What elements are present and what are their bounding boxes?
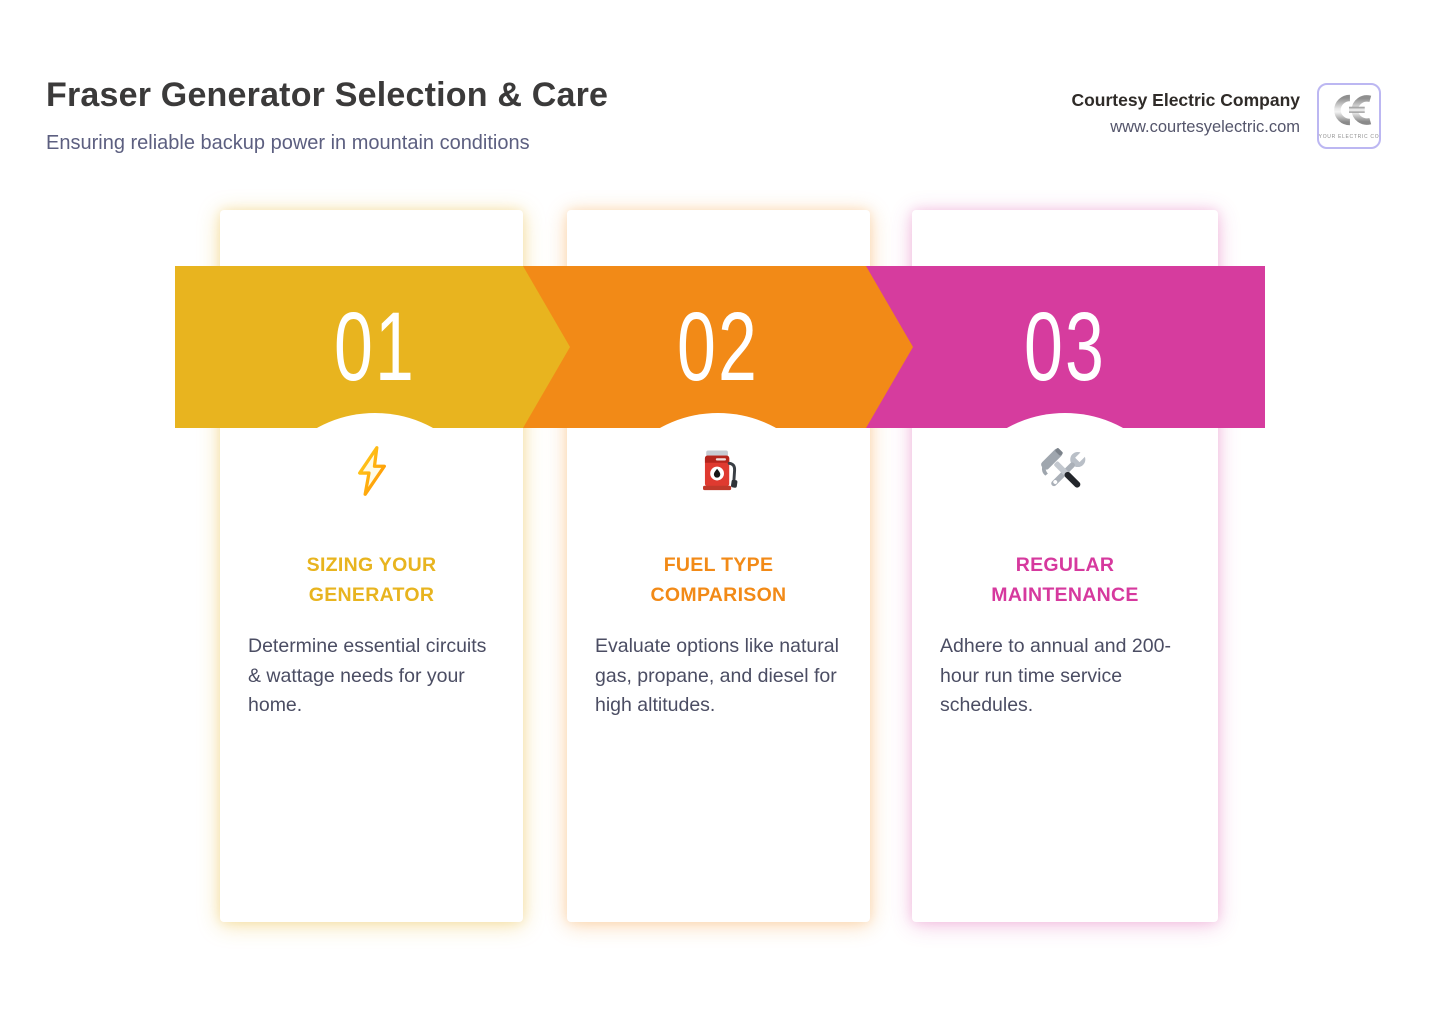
brand-block: Courtesy Electric Company www.courtesyel… [1071, 90, 1300, 137]
step-1-banner [175, 266, 570, 428]
step-3-number: 03 [1023, 292, 1107, 401]
step-3-description: Adhere to annual and 200-hour run time s… [940, 635, 1171, 716]
step-3-title-line1: REGULAR [1015, 554, 1115, 576]
fuel-pump-icon [595, 444, 842, 498]
step-1-title: SIZING YOUR GENERATOR [248, 550, 495, 610]
step-3-notch [945, 413, 1185, 653]
step-2-title: FUEL TYPE COMPARISON [595, 550, 842, 610]
step-card-1-content: SIZING YOUR GENERATOR Determine essentia… [220, 444, 523, 721]
step-3-title-line2: MAINTENANCE [991, 584, 1139, 606]
step-card-3-content: REGULAR MAINTENANCE Adhere to annual and… [912, 444, 1218, 721]
step-1-description: Determine essential circuits & wattage n… [248, 635, 487, 716]
step-2-banner [523, 266, 913, 428]
step-ribbon: 01 02 03 [175, 266, 1265, 653]
step-2-title-line1: FUEL TYPE [663, 554, 774, 576]
company-name: Courtesy Electric Company [1071, 90, 1300, 110]
company-logo: Your Electric Co [1317, 83, 1381, 149]
step-1-title-line1: SIZING YOUR [306, 554, 437, 576]
step-2-description: Evaluate options like natural gas, propa… [595, 635, 839, 716]
ce-monogram-icon [1324, 92, 1374, 133]
step-2-number: 02 [676, 292, 760, 401]
step-card-2-content: FUEL TYPE COMPARISON Evaluate options li… [567, 444, 870, 721]
step-2-title-line2: COMPARISON [650, 584, 787, 606]
lightning-bolt-icon [248, 444, 495, 498]
step-3-title: REGULAR MAINTENANCE [940, 550, 1190, 610]
logo-caption: Your Electric Co [1318, 134, 1380, 140]
company-website: www.courtesyelectric.com [1110, 118, 1300, 136]
page-title: Fraser Generator Selection & Care [46, 76, 609, 114]
hammer-wrench-icon [940, 444, 1190, 498]
page-subtitle: Ensuring reliable backup power in mounta… [46, 132, 530, 154]
step-3-banner [866, 266, 1265, 428]
step-1-number: 01 [333, 292, 417, 401]
step-1-title-line2: GENERATOR [308, 584, 435, 606]
